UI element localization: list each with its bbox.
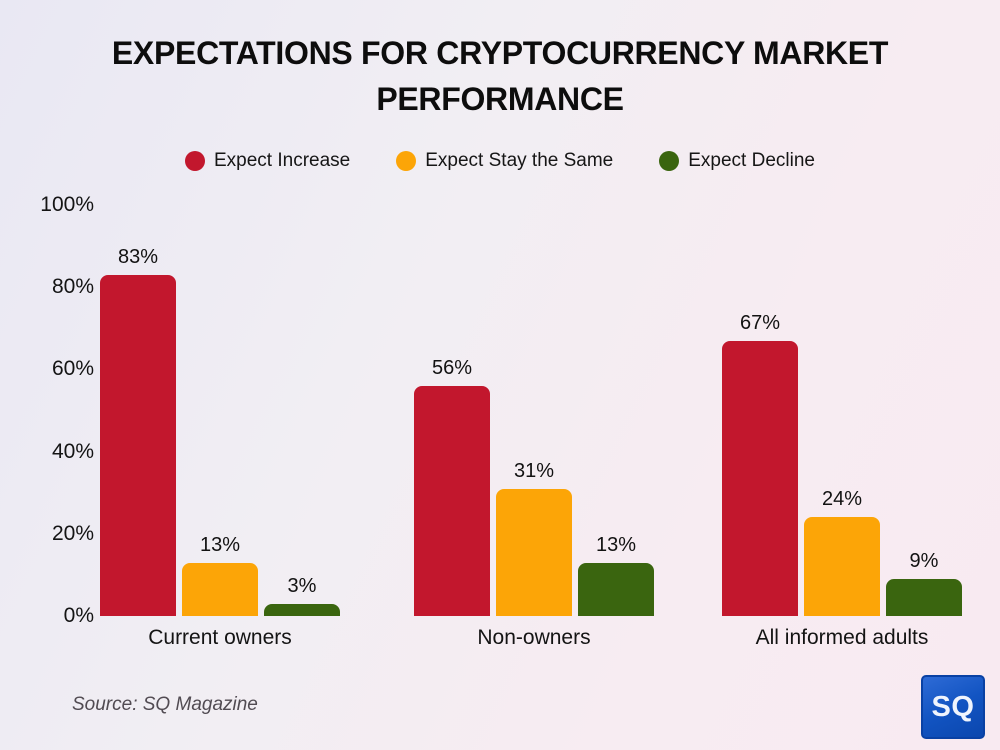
y-axis-tick-label: 80% <box>51 275 94 298</box>
bar <box>578 563 654 616</box>
chart-title: EXPECTATIONS FOR CRYPTOCURRENCY MARKET P… <box>0 30 1000 122</box>
legend-item: Expect Stay the Same <box>396 150 613 172</box>
legend-item-label: Expect Decline <box>688 150 815 171</box>
bar-value-label: 83% <box>117 246 159 268</box>
chart-title-line-2: PERFORMANCE <box>376 81 624 117</box>
source-attribution: Source: SQ Magazine <box>72 694 258 715</box>
legend-color-dot-icon <box>185 151 205 171</box>
x-axis-category-label: Current owners <box>148 626 292 649</box>
bar-value-label: 13% <box>199 534 241 556</box>
x-axis-category-label: All informed adults <box>755 626 929 649</box>
legend-color-dot-icon <box>659 151 680 171</box>
bar <box>886 579 962 616</box>
bar <box>264 604 340 616</box>
sq-magazine-logo: SQ <box>921 675 985 739</box>
legend-item: Expect Decline <box>659 150 815 172</box>
x-axis-category-label: Non-owners <box>477 626 591 649</box>
chart-title-line-1: EXPECTATIONS FOR CRYPTOCURRENCY MARKET <box>111 35 889 71</box>
bar-value-label: 56% <box>431 357 473 379</box>
bar-value-label: 67% <box>739 312 781 334</box>
legend-item: Expect Increase <box>185 150 350 172</box>
y-axis-tick-label: 60% <box>51 357 94 380</box>
bar <box>496 489 572 616</box>
bar-value-label: 31% <box>513 460 555 482</box>
legend-item-label: Expect Stay the Same <box>425 150 614 171</box>
bar <box>414 386 490 616</box>
legend-color-dot-icon <box>396 151 417 171</box>
bar <box>722 341 798 616</box>
bar-value-label: 13% <box>595 534 637 556</box>
bar-value-label: 3% <box>287 575 317 597</box>
bar <box>100 275 176 616</box>
chart-legend: Expect Increase Expect Stay the Same Expec… <box>55 150 945 172</box>
legend-item-label: Expect Increase <box>214 150 351 171</box>
y-axis-tick-label: 0% <box>63 604 94 627</box>
y-axis-tick-label: 100% <box>40 193 94 216</box>
bar-value-label: 9% <box>909 550 939 572</box>
bar-value-label: 24% <box>821 488 863 510</box>
bar <box>182 563 258 616</box>
y-axis-tick-label: 20% <box>51 522 94 545</box>
bar <box>804 517 880 616</box>
y-axis-tick-label: 40% <box>51 440 94 463</box>
sq-logo-text: SQ <box>931 690 975 723</box>
